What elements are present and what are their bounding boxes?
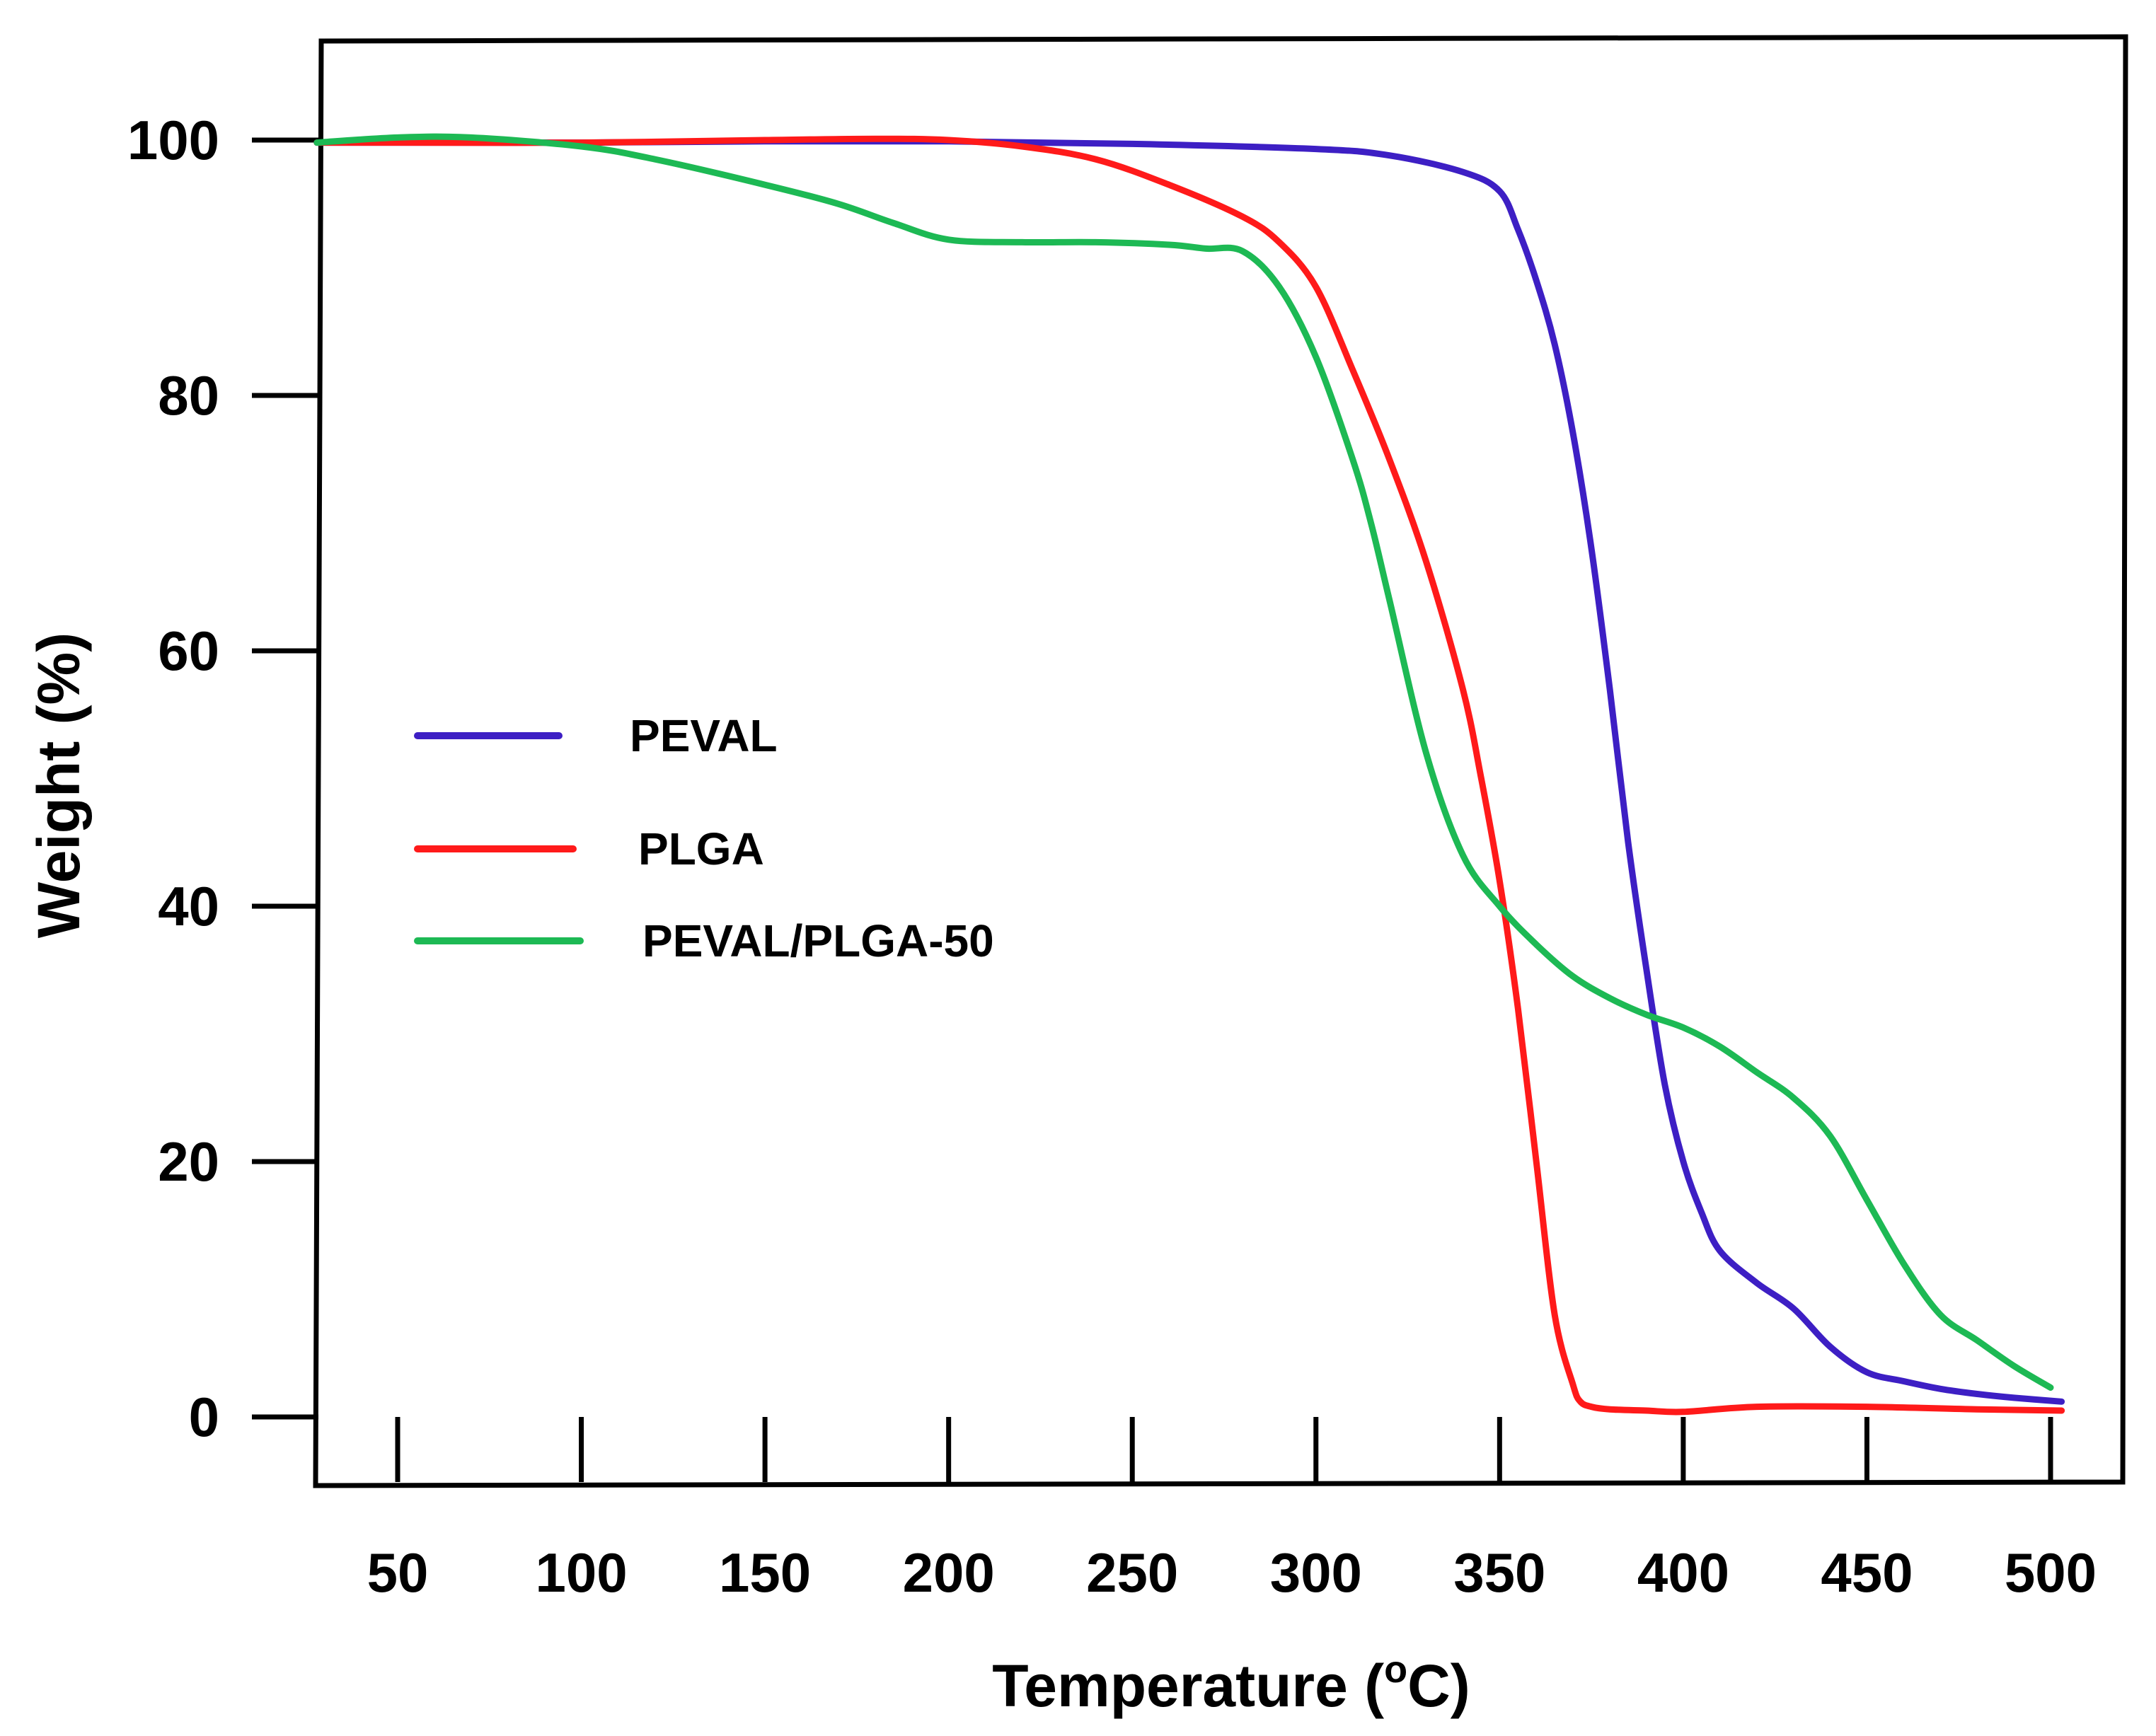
x-tick-label: 450: [1821, 1541, 1913, 1604]
y-tick-label: 80: [158, 364, 219, 427]
x-tick-label: 400: [1637, 1541, 1729, 1604]
plot-frame: [313, 34, 2128, 1488]
x-tick-label: 200: [903, 1541, 995, 1604]
y-axis-title: Weight (%): [25, 632, 92, 938]
x-tick-label: 300: [1270, 1541, 1362, 1604]
y-tick-label: 60: [158, 620, 219, 682]
x-tick-label: 350: [1453, 1541, 1545, 1604]
y-tick-label: 20: [158, 1130, 219, 1193]
legend-label-plga: PLGA: [638, 823, 764, 874]
x-axis-title-superscript: o: [1384, 1648, 1407, 1691]
y-tick-label: 100: [127, 109, 219, 171]
x-axis-title-tail: C): [1407, 1653, 1470, 1719]
x-axis-title: Temperature (oC): [992, 1648, 1470, 1719]
series-lines: [313, 133, 2065, 1416]
series-line-plga: [313, 135, 2065, 1416]
x-axis-title-main: Temperature (: [992, 1653, 1384, 1719]
y-tick-label: 0: [189, 1386, 219, 1448]
series-line-peval-plga-50: [313, 133, 2054, 1391]
x-tick-label: 100: [535, 1541, 627, 1604]
y-tick-label: 40: [158, 875, 219, 937]
x-tick-label: 500: [2005, 1541, 2097, 1604]
legend-label-peval-plga-50: PEVAL/PLGA-50: [642, 915, 994, 966]
legend-label-peval: PEVAL: [630, 710, 778, 761]
x-tick-label: 250: [1086, 1541, 1178, 1604]
x-tick-label: 150: [719, 1541, 811, 1604]
x-axis-ticks: 50 100 150 200 250 300 350 400 450 500: [367, 1417, 2097, 1604]
legend: PEVAL PLGA PEVAL/PLGA-50: [414, 710, 994, 966]
x-tick-label: 50: [367, 1541, 429, 1604]
y-axis-ticks: 0 20 40 60 80 100: [127, 109, 318, 1448]
